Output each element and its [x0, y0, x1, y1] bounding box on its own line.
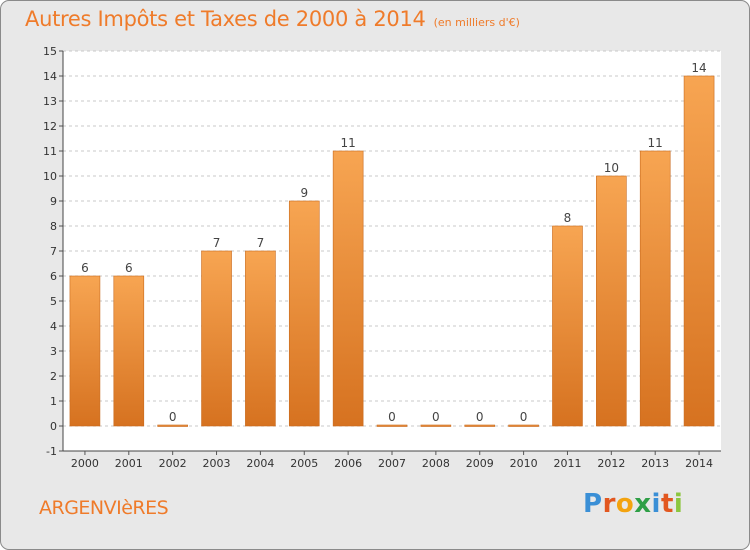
- logo-letter: x: [634, 489, 652, 519]
- x-tick-label: 2012: [597, 457, 625, 470]
- bar: [508, 424, 539, 427]
- x-tick-label: 2014: [685, 457, 713, 470]
- y-tick-label: 4: [50, 320, 57, 333]
- bar: [201, 250, 232, 427]
- x-tick-label: 2001: [115, 457, 143, 470]
- x-tick-label: 2010: [510, 457, 538, 470]
- y-tick-label: 15: [43, 45, 57, 58]
- x-tick-label: 2006: [334, 457, 362, 470]
- y-tick-label: 14: [43, 70, 57, 83]
- bar-value-label: 0: [388, 410, 396, 424]
- logo-letter: i: [651, 489, 661, 519]
- bar-value-label: 0: [520, 410, 528, 424]
- logo-letter: t: [660, 489, 674, 519]
- bar: [552, 225, 583, 427]
- bar-value-label: 0: [169, 410, 177, 424]
- y-tick-label: 8: [50, 220, 57, 233]
- x-tick-label: 2007: [378, 457, 406, 470]
- bar-value-label: 11: [648, 136, 663, 150]
- y-tick-label: 13: [43, 95, 57, 108]
- chart-title: Autres Impôts et Taxes de 2000 à 2014 (en…: [25, 7, 520, 31]
- bar-value-label: 0: [432, 410, 440, 424]
- title-unit: (en milliers d'€): [433, 16, 520, 29]
- logo-letter: i: [673, 489, 684, 519]
- y-tick-label: 11: [43, 145, 57, 158]
- bar-value-label: 0: [476, 410, 484, 424]
- y-tick-label: 9: [50, 195, 57, 208]
- title-text: Autres Impôts et Taxes de 2000 à 2014: [25, 7, 426, 31]
- x-tick-label: 2005: [290, 457, 318, 470]
- y-tick-label: 2: [50, 370, 57, 383]
- y-tick-label: 6: [50, 270, 57, 283]
- y-tick-label: -1: [46, 445, 57, 458]
- x-tick-label: 2009: [466, 457, 494, 470]
- bar: [113, 275, 145, 427]
- y-tick-label: 3: [50, 345, 57, 358]
- bar-value-label: 11: [340, 136, 355, 150]
- bar: [288, 200, 320, 427]
- bar: [157, 424, 188, 427]
- logo-letter: P: [583, 489, 603, 519]
- logo-letter: r: [602, 489, 616, 519]
- bar-value-label: 6: [125, 261, 133, 275]
- y-tick-label: 7: [50, 245, 57, 258]
- x-tick-label: 2013: [641, 457, 669, 470]
- bar-value-label: 8: [564, 211, 572, 225]
- bar: [245, 250, 276, 427]
- bar: [464, 424, 496, 427]
- y-tick-label: 10: [43, 170, 57, 183]
- bar-value-label: 6: [81, 261, 89, 275]
- x-tick-label: 2003: [203, 457, 231, 470]
- bar-value-label: 7: [213, 236, 221, 250]
- y-tick-label: 12: [43, 120, 57, 133]
- commune-name: ARGENVIèRES: [39, 497, 169, 519]
- proxiti-logo: Proxiti: [583, 489, 683, 519]
- x-tick-label: 2008: [422, 457, 450, 470]
- bar: [639, 150, 671, 427]
- y-tick-label: 5: [50, 295, 57, 308]
- logo-letter: o: [615, 489, 635, 519]
- bar: [420, 424, 452, 427]
- bar: [332, 150, 364, 427]
- x-tick-label: 2011: [553, 457, 581, 470]
- bar-value-label: 14: [691, 61, 706, 75]
- bar: [376, 424, 408, 427]
- bar-value-label: 10: [604, 161, 619, 175]
- bar-value-label: 7: [257, 236, 265, 250]
- bar: [69, 275, 101, 427]
- x-tick-label: 2004: [246, 457, 274, 470]
- bar-value-label: 9: [300, 186, 308, 200]
- bar: [683, 75, 715, 427]
- bar: [596, 175, 627, 427]
- y-tick-label: 0: [50, 420, 57, 433]
- x-tick-label: 2000: [71, 457, 99, 470]
- x-tick-label: 2002: [159, 457, 187, 470]
- y-tick-label: 1: [50, 395, 57, 408]
